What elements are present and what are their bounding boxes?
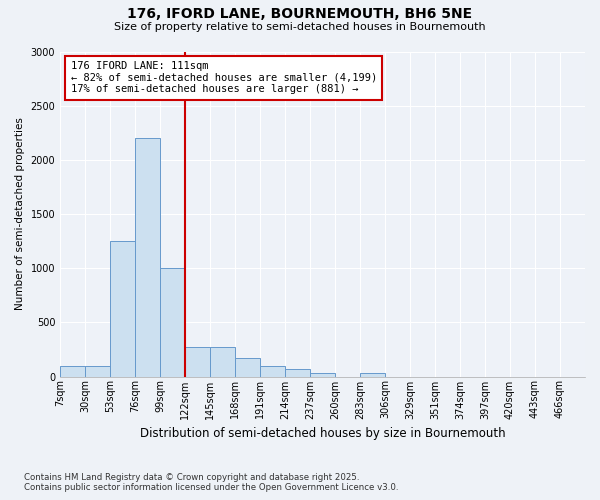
- Bar: [60, 366, 85, 376]
- Bar: [235, 358, 260, 376]
- Y-axis label: Number of semi-detached properties: Number of semi-detached properties: [15, 118, 25, 310]
- Bar: [185, 348, 210, 376]
- Bar: [210, 348, 235, 376]
- Bar: [85, 366, 110, 376]
- Text: Size of property relative to semi-detached houses in Bournemouth: Size of property relative to semi-detach…: [114, 22, 486, 32]
- Bar: [360, 374, 385, 376]
- X-axis label: Distribution of semi-detached houses by size in Bournemouth: Distribution of semi-detached houses by …: [140, 427, 505, 440]
- Bar: [160, 268, 185, 376]
- Text: 176 IFORD LANE: 111sqm
← 82% of semi-detached houses are smaller (4,199)
17% of : 176 IFORD LANE: 111sqm ← 82% of semi-det…: [71, 62, 377, 94]
- Bar: [110, 241, 135, 376]
- Text: 176, IFORD LANE, BOURNEMOUTH, BH6 5NE: 176, IFORD LANE, BOURNEMOUTH, BH6 5NE: [127, 8, 473, 22]
- Bar: [310, 374, 335, 376]
- Text: Contains HM Land Registry data © Crown copyright and database right 2025.
Contai: Contains HM Land Registry data © Crown c…: [24, 473, 398, 492]
- Bar: [285, 369, 310, 376]
- Bar: [260, 366, 285, 376]
- Bar: [135, 138, 160, 376]
